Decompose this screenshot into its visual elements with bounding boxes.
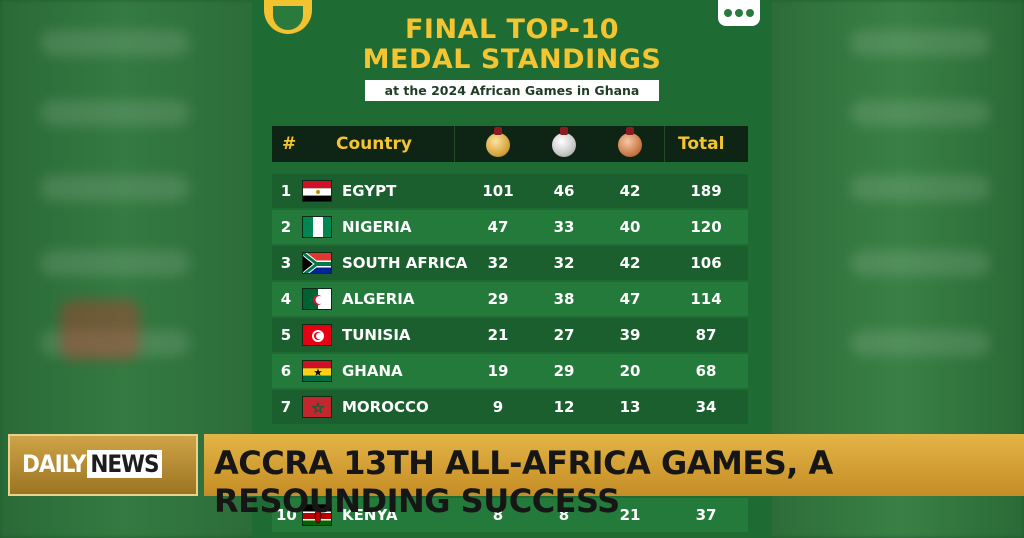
row-country: EGYPT xyxy=(342,182,397,200)
row-bronze: 13 xyxy=(619,398,641,416)
row-gold: 101 xyxy=(482,182,514,200)
row-rank: 2 xyxy=(280,218,292,236)
headline-bar: ACCRA 13TH ALL-AFRICA GAMES, A RESOUNDIN… xyxy=(204,434,1024,520)
row-silver: 33 xyxy=(553,218,575,236)
row-bronze: 40 xyxy=(619,218,641,236)
poster-title-line2: MEDAL STANDINGS xyxy=(362,44,662,75)
row-bronze: 42 xyxy=(619,254,641,272)
row-silver: 46 xyxy=(553,182,575,200)
row-silver: 12 xyxy=(553,398,575,416)
row-bronze: 47 xyxy=(619,290,641,308)
news-ticker-banner: DAILY NEWS ACCRA 13TH ALL-AFRICA GAMES, A… xyxy=(0,434,1024,520)
row-country: NIGERIA xyxy=(342,218,412,236)
row-silver: 27 xyxy=(553,326,575,344)
row-country: SOUTH AFRICA xyxy=(342,254,468,272)
nigeria-flag-icon xyxy=(302,216,332,238)
row-gold: 9 xyxy=(492,398,504,416)
row-bronze: 21 xyxy=(619,506,641,524)
table-row: 10 KENYA 8 8 21 37 xyxy=(272,498,748,532)
ghana-flag-icon xyxy=(302,360,332,382)
row-rank: 3 xyxy=(280,254,292,272)
row-country: TUNISIA xyxy=(342,326,411,344)
algeria-flag-icon xyxy=(302,288,332,310)
table-row: 5 TUNISIA 21 27 39 87 xyxy=(272,318,748,352)
row-country: GHANA xyxy=(342,362,403,380)
row-gold: 47 xyxy=(487,218,509,236)
table-row: 2 NIGERIA 47 33 40 120 xyxy=(272,210,748,244)
row-country: ALGERIA xyxy=(342,290,415,308)
row-rank: 7 xyxy=(280,398,292,416)
table-row: 3 SOUTH AFRICA 32 32 42 106 xyxy=(272,246,748,280)
table-row: 1 EGYPT 101 46 42 189 xyxy=(272,174,748,208)
row-rank: 4 xyxy=(280,290,292,308)
table-header: # Country Total xyxy=(272,126,748,162)
row-bronze: 42 xyxy=(619,182,641,200)
header-total: Total xyxy=(678,134,725,154)
row-silver: 29 xyxy=(553,362,575,380)
row-rank: 5 xyxy=(280,326,292,344)
bronze-medal-icon xyxy=(618,127,642,157)
row-silver: 8 xyxy=(558,506,570,524)
egypt-flag-icon xyxy=(302,180,332,202)
logo-news-text: NEWS xyxy=(87,450,162,478)
row-bronze: 20 xyxy=(619,362,641,380)
table-row: 7 MOROCCO 9 12 13 34 xyxy=(272,390,748,424)
row-gold: 19 xyxy=(487,362,509,380)
row-gold: 29 xyxy=(487,290,509,308)
row-total: 37 xyxy=(695,506,717,524)
row-rank: 1 xyxy=(280,182,292,200)
header-country: Country xyxy=(336,134,412,154)
row-country: KENYA xyxy=(342,506,398,524)
table-row: 4 ALGERIA 29 38 47 114 xyxy=(272,282,748,316)
silver-medal-icon xyxy=(552,127,576,157)
row-gold: 8 xyxy=(492,506,504,524)
poster-subtitle: at the 2024 African Games in Ghana xyxy=(365,80,659,101)
row-total: 87 xyxy=(695,326,717,344)
african-games-logo xyxy=(264,0,312,34)
row-silver: 38 xyxy=(553,290,575,308)
morocco-flag-icon xyxy=(302,396,332,418)
table-row: 6 GHANA 19 29 20 68 xyxy=(272,354,748,388)
row-country: MOROCCO xyxy=(342,398,429,416)
poster-title-line1: FINAL TOP-10 xyxy=(404,14,620,45)
header-rank: # xyxy=(282,134,297,154)
row-total: 120 xyxy=(690,218,722,236)
row-bronze: 39 xyxy=(619,326,641,344)
sponsor-logo xyxy=(718,0,760,26)
row-total: 189 xyxy=(690,182,722,200)
kenya-flag-icon xyxy=(302,504,332,526)
logo-daily-text: DAILY xyxy=(22,450,86,478)
tunisia-flag-icon xyxy=(302,324,332,346)
row-total: 106 xyxy=(690,254,722,272)
row-rank: 10 xyxy=(276,506,297,524)
daily-news-logo: DAILY NEWS xyxy=(8,434,198,496)
row-gold: 21 xyxy=(487,326,509,344)
south-africa-flag-icon xyxy=(302,252,332,274)
row-total: 68 xyxy=(695,362,717,380)
row-rank: 6 xyxy=(280,362,292,380)
row-total: 34 xyxy=(695,398,717,416)
row-gold: 32 xyxy=(487,254,509,272)
gold-medal-icon xyxy=(486,127,510,157)
row-total: 114 xyxy=(690,290,722,308)
headline-text: ACCRA 13TH ALL-AFRICA GAMES, A RESOUNDIN… xyxy=(214,444,833,520)
row-silver: 32 xyxy=(553,254,575,272)
